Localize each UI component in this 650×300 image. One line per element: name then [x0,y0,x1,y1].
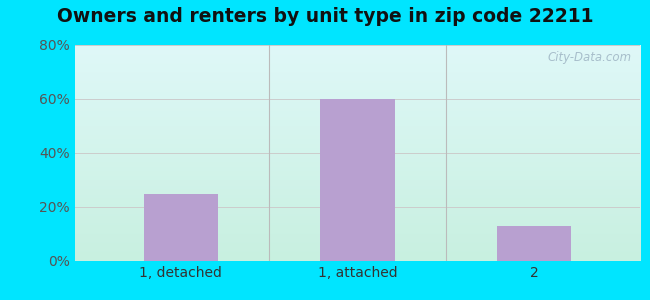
Text: Owners and renters by unit type in zip code 22211: Owners and renters by unit type in zip c… [57,8,593,26]
Bar [320,99,395,261]
Text: City-Data.com: City-Data.com [548,52,632,64]
Bar [497,226,571,261]
Bar [144,194,218,261]
